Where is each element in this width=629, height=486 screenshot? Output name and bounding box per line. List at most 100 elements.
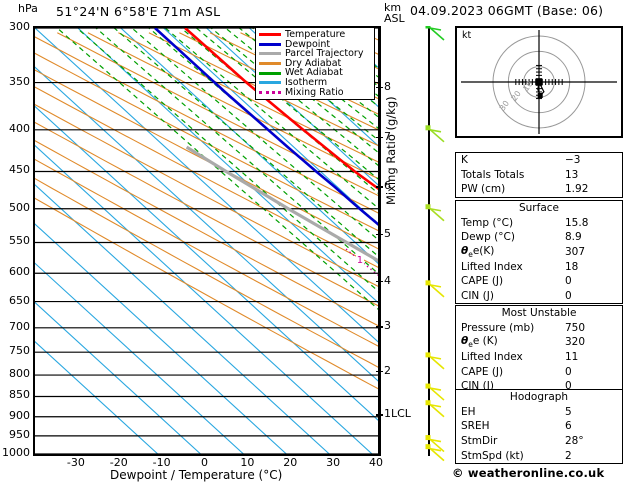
legend-label: Isotherm [285, 77, 328, 89]
altitude-tick-label: 8 [384, 80, 391, 93]
legend-item: Isotherm [259, 78, 372, 88]
temperature-tick-label: 20 [283, 456, 298, 469]
wind-barb [425, 125, 445, 143]
temperature-tick-label: 30 [326, 456, 341, 469]
table-key: Lifted Index [461, 351, 523, 364]
table-key: PW (cm) [461, 183, 506, 196]
altitude-tick-label: 6 [384, 179, 391, 192]
legend-label: Mixing Ratio [285, 86, 344, 98]
table-value: 6 [565, 420, 572, 433]
table-value: 18 [565, 260, 579, 273]
pressure-tick-label: 800 [9, 367, 30, 381]
wind-barb [425, 435, 445, 453]
copyright-footer: © weatheronline.co.uk [452, 466, 605, 480]
temperature-tick-label: -20 [109, 456, 128, 469]
legend-label: Parcel Trajectory [285, 48, 364, 60]
legend-swatch [259, 62, 281, 66]
legend-item: Dewpoint [259, 40, 372, 50]
table-header: Surface [518, 202, 559, 214]
legend-swatch [259, 71, 281, 75]
pressure-tick-label: 700 [9, 319, 30, 333]
surface-table: Surface Temp (°C) 15.8 Dewp (°C) 8.9 θee(K) 30… [455, 200, 623, 305]
table-value: 8.9 [565, 231, 582, 244]
table-row: θee(K) 307 [456, 245, 622, 260]
temperature-tick-label: -30 [66, 456, 85, 469]
legend-item: Wet Adiabat [259, 68, 372, 78]
hodograph-plot: 10 20 30 [455, 26, 623, 138]
temperature-tick-label: -10 [152, 456, 171, 469]
table-header: Most Unstable [501, 307, 577, 319]
legend-label: Wet Adiabat [285, 67, 343, 79]
legend-swatch [259, 52, 281, 56]
table-key: StmSpd (kt) [461, 449, 524, 462]
table-row: Pressure (mb) 750 [456, 321, 622, 336]
table-key: Totals Totals [461, 168, 525, 181]
table-row: CAPE (J) 0 [456, 364, 622, 379]
legend-item: Temperature [259, 30, 372, 40]
table-row: StmSpd (kt) 2 [456, 448, 622, 463]
altitude-tick-value: 5 [384, 227, 391, 241]
table-key: CAPE (J) [461, 365, 504, 378]
legend-label: Dry Adiabat [285, 57, 342, 69]
table-key: StmDir [461, 435, 498, 448]
legend-swatch [259, 90, 281, 94]
altitude-tick-value: 3 [384, 319, 391, 333]
table-row: PW (cm) 1.92 [456, 182, 622, 197]
table-row: CIN (J) 0 [456, 289, 622, 304]
x-axis-title: Dewpoint / Temperature (°C) [110, 468, 283, 482]
legend-item: Dry Adiabat [259, 59, 372, 69]
wind-barb-axis [428, 26, 430, 456]
wind-barb [425, 204, 445, 222]
table-value: 11 [565, 351, 579, 364]
altitude-tick-label: 5 [384, 227, 391, 240]
table-value: 0 [565, 365, 572, 378]
altitude-unit-km: km [384, 1, 402, 14]
altitude-tick-value: 2 [384, 363, 391, 377]
table-key: CIN (J) [461, 289, 494, 302]
table-key: EH [461, 405, 476, 418]
legend-swatch [259, 33, 281, 37]
legend-label: Dewpoint [285, 38, 331, 50]
table-row: Dewp (°C) 8.9 [456, 230, 622, 245]
legend-item: Parcel Trajectory [259, 49, 372, 59]
table-row: Totals Totals 13 [456, 168, 622, 183]
altitude-tick-value: 7 [384, 130, 391, 144]
station-title: 51°24'N 6°58'E 71m ASL [56, 4, 221, 19]
date-title: 04.09.2023 06GMT (Base: 06) [410, 3, 604, 18]
table-header: Hodograph [509, 391, 569, 403]
altitude-tick-value: 4 [384, 273, 391, 287]
legend: Temperature Dewpoint Parcel Trajectory Dry … [255, 27, 375, 101]
pressure-tick-label: 500 [9, 200, 30, 214]
pressure-tick-label: 850 [9, 388, 30, 402]
wind-barb [425, 383, 445, 401]
pressure-tick-label: 400 [9, 121, 30, 135]
altitude-tick-label: 7 [384, 130, 391, 143]
table-value: −3 [565, 154, 581, 167]
pressure-tick-label: 1000 [2, 446, 30, 459]
altitude-tick-value: 1 [384, 407, 391, 421]
table-value: 320 [565, 336, 586, 349]
pressure-unit-label: hPa [18, 2, 38, 15]
table-key: CAPE (J) [461, 275, 504, 288]
table-value: 1.92 [565, 183, 589, 196]
pressure-tick-label: 300 [9, 20, 30, 33]
pressure-tick-label: 650 [9, 293, 30, 307]
wind-barb [425, 26, 445, 41]
table-key: θee (K) [461, 335, 498, 350]
pressure-tick-label: 350 [9, 74, 30, 88]
table-value: 13 [565, 168, 579, 181]
table-key: Dewp (°C) [461, 231, 515, 244]
pressure-tick-label: 450 [9, 163, 30, 177]
altitude-tick-label: 2 [384, 364, 391, 377]
legend-label: Temperature [285, 29, 346, 41]
altitude-axis-line [379, 26, 381, 456]
altitude-tick-label: 4 [384, 274, 391, 287]
table-key: Lifted Index [461, 260, 523, 273]
temperature-tick-label: 0 [201, 456, 208, 469]
table-value: 0 [565, 289, 572, 302]
table-value: 2 [565, 449, 572, 462]
altitude-tick-value: 8 [384, 79, 391, 93]
hodograph-stats-table: Hodograph EH 5 SREH 6 StmDir 28° StmSpd (kt) 2 [455, 389, 623, 464]
